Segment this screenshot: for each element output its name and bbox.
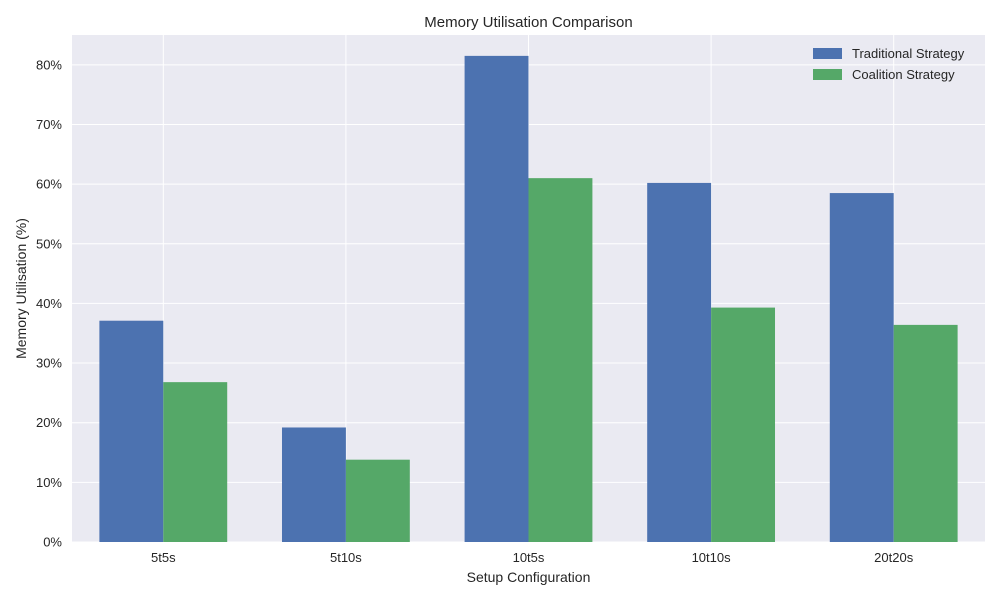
legend-label: Coalition Strategy <box>852 67 955 82</box>
bars <box>99 55 958 543</box>
legend: Traditional Strategy Coalition Strategy <box>813 46 965 82</box>
x-axis-ticks: 5t5s 5t10s 10t5s 10t10s 20t20s <box>151 550 914 565</box>
y-tick-label: 20% <box>36 415 62 430</box>
bar-traditional-strategy-10t10s <box>647 182 712 542</box>
bar-traditional-strategy-5t10s <box>281 427 346 542</box>
x-tick-label: 10t10s <box>692 550 732 565</box>
x-axis-label: Setup Configuration <box>467 569 591 585</box>
y-tick-label: 30% <box>36 356 62 371</box>
legend-swatch <box>813 48 842 59</box>
y-axis-label: Memory Utilisation (%) <box>13 218 29 359</box>
bar-traditional-strategy-10t5s <box>464 55 529 543</box>
bar-coalition-strategy-5t5s <box>163 382 228 542</box>
chart-title: Memory Utilisation Comparison <box>424 14 632 31</box>
bar-traditional-strategy-20t20s <box>829 193 894 543</box>
bar-coalition-strategy-10t10s <box>711 307 776 542</box>
bar-coalition-strategy-5t10s <box>345 459 410 542</box>
x-tick-label: 20t20s <box>874 550 914 565</box>
y-tick-label: 80% <box>36 57 62 72</box>
y-tick-label: 0% <box>43 535 62 550</box>
legend-label: Traditional Strategy <box>852 46 965 61</box>
y-tick-label: 50% <box>36 236 62 251</box>
legend-swatch <box>813 69 842 80</box>
y-tick-label: 60% <box>36 177 62 192</box>
y-axis-ticks: 0% 10% 20% 30% 40% 50% 60% 70% 80% <box>36 57 62 549</box>
bar-traditional-strategy-5t5s <box>99 320 164 542</box>
x-tick-label: 10t5s <box>513 550 545 565</box>
x-tick-label: 5t10s <box>330 550 362 565</box>
bar-coalition-strategy-20t20s <box>893 324 958 542</box>
bar-coalition-strategy-10t5s <box>528 178 593 542</box>
y-tick-label: 40% <box>36 296 62 311</box>
x-tick-label: 5t5s <box>151 550 176 565</box>
y-tick-label: 70% <box>36 117 62 132</box>
y-tick-label: 10% <box>36 475 62 490</box>
